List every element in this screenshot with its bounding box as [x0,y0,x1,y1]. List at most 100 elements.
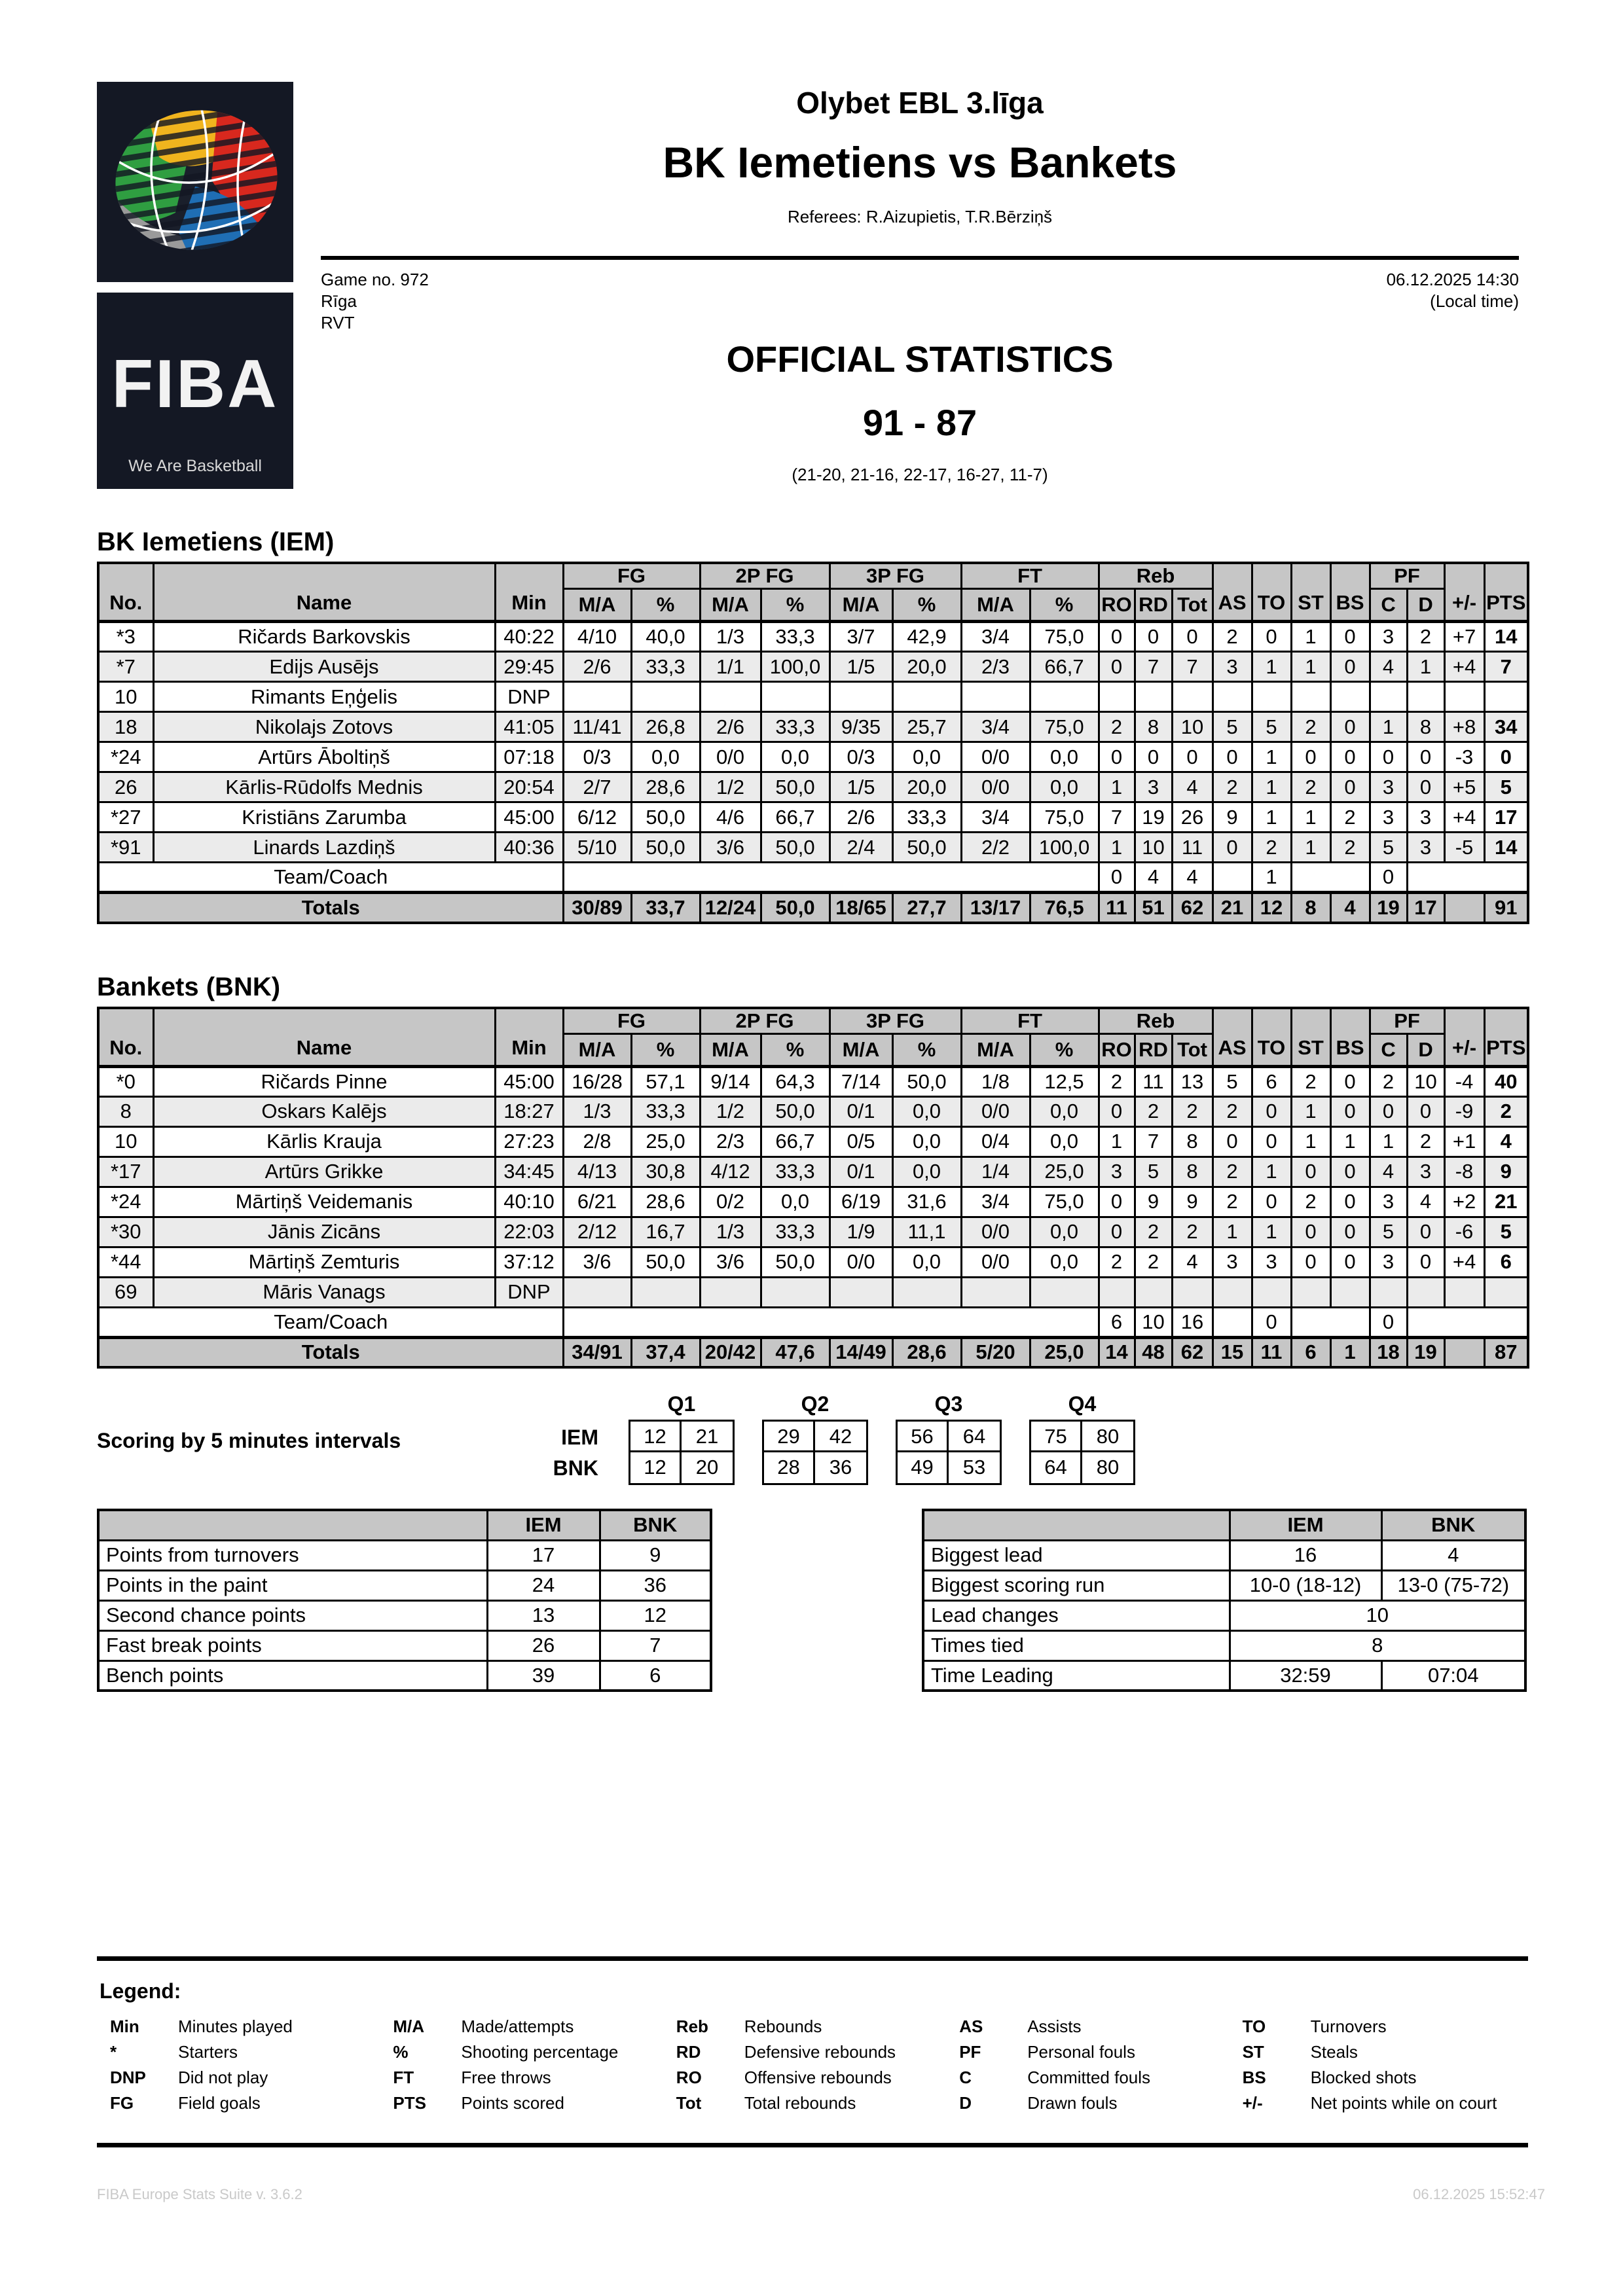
referees-line: Referees: R.Aizupietis, T.R.Bērziņš [787,207,1053,226]
stat-fg-pct: 28,6 [630,1185,701,1218]
stat-3p-ma: 0/0 [828,1246,894,1278]
col-header-min: Min [494,1007,564,1068]
legend-item: AS Assists [959,2017,1242,2036]
stat-ro: 7 [1097,801,1136,833]
biggest-lead-iem: 16 [1228,1539,1383,1571]
legend-item: ST Steals [1243,2042,1525,2062]
stat-pts: 5 [1483,771,1529,803]
stat-as: 2 [1211,1185,1253,1218]
stat-c [1368,1276,1408,1308]
stat-ft-pct: 100,0 [1029,831,1100,863]
legend-term: C [959,2068,972,2087]
stat-3p-ma: 1/5 [828,771,894,803]
group-header-2pfg: 2P FG [699,562,831,590]
totals-fg-pct: 33,7 [630,891,701,924]
totals-st: 8 [1290,891,1332,924]
player-number: *44 [97,1246,155,1278]
totals-as: 15 [1211,1335,1253,1369]
stat-2p-ma: 1/2 [699,771,762,803]
stat-to [1250,1276,1292,1308]
stat-as: 2 [1211,1155,1253,1188]
team-tail-empty [1406,861,1529,893]
biggest-lead-bnk: 4 [1380,1539,1527,1571]
stat-3p-ma [828,681,894,713]
stat-2p-ma: 4/12 [699,1155,762,1188]
bnk-interval-score: 53 [949,1452,1000,1483]
stat-pts: 21 [1483,1185,1529,1218]
stat-3p-pct: 50,0 [891,831,962,863]
stat-st: 1 [1290,620,1332,653]
stat-c: 1 [1368,711,1408,743]
team-stbs-empty [1290,861,1371,893]
totals-st: 6 [1290,1335,1332,1369]
stat-ft-ma: 0/0 [960,1246,1031,1278]
stat-c: 5 [1368,831,1408,863]
legend-description: Drawn fouls [1027,2093,1118,2113]
player-row: *0 Ričards Pinne 45:00 16/28 57,1 9/14 6… [97,1065,1529,1098]
stat-ft-pct: 0,0 [1029,771,1100,803]
player-minutes: 29:45 [494,651,564,683]
stat-rd: 5 [1133,1155,1173,1188]
stat-ro: 0 [1097,1215,1136,1248]
summary-header-row: IEM BNK [922,1509,1527,1541]
stat-to: 0 [1250,1125,1292,1158]
stat-to: 6 [1250,1065,1292,1098]
stat-st: 0 [1290,1215,1332,1248]
stat-fg-pct: 0,0 [630,741,701,773]
stat-st: 0 [1290,1155,1332,1188]
stat-2p-pct [759,1276,831,1308]
stat-fg-ma: 11/41 [562,711,632,743]
player-name: Māris Vanags [152,1276,496,1308]
summary-row-label: Bench points [97,1659,488,1692]
stat-ft-ma: 0/0 [960,1215,1031,1248]
col-header-tot: Tot [1171,588,1214,623]
col-header-fg-pct: % [630,1032,701,1068]
totals-ft-ma: 5/20 [960,1335,1031,1369]
summary-row: Bench points 39 6 [97,1659,712,1692]
team-stbs-empty [1290,1306,1371,1338]
stat-2p-pct: 66,7 [759,801,831,833]
stat-plusminus: +5 [1443,771,1486,803]
stat-pts: 34 [1483,711,1529,743]
group-header-reb: Reb [1097,562,1214,590]
legend-term: * [110,2042,117,2062]
stat-ro: 2 [1097,1246,1136,1278]
legend-item: DNP Did not play [110,2068,393,2087]
totals-to: 11 [1250,1335,1292,1369]
stat-c: 1 [1368,1125,1408,1158]
stat-2p-pct: 50,0 [759,1246,831,1278]
stat-pts: 14 [1483,620,1529,653]
time-leading-row: Time Leading 32:59 07:04 [922,1659,1527,1692]
stat-as: 3 [1211,1246,1253,1278]
group-header-fg: FG [562,1007,701,1035]
stat-ft-ma: 0/0 [960,771,1031,803]
stat-3p-ma: 0/5 [828,1125,894,1158]
stat-fg-ma: 2/12 [562,1215,632,1248]
stat-c: 5 [1368,1215,1408,1248]
team-ro: 6 [1097,1306,1136,1338]
player-name: Mārtiņš Veidemanis [152,1185,496,1218]
stat-as: 5 [1211,711,1253,743]
team-to: 0 [1250,1306,1292,1338]
stat-bs [1329,1276,1371,1308]
bnk-interval-score: 80 [1082,1452,1133,1483]
stat-2p-pct: 33,3 [759,1155,831,1188]
bnk-interval-score: 49 [898,1452,949,1483]
stat-st: 2 [1290,711,1332,743]
player-row: *24 Artūrs Āboltiņš 07:18 0/3 0,0 0/0 0,… [97,741,1529,773]
player-number: *30 [97,1215,155,1248]
team-title-bnk: Bankets (BNK) [97,972,281,1001]
stat-as: 0 [1211,741,1253,773]
col-header-name: Name [152,562,496,623]
col-header-fg-pct: % [630,588,701,623]
legend-description: Minutes played [178,2017,293,2036]
points-summary-table: IEM BNK Points from turnovers 17 9 [97,1509,712,1692]
player-number: 10 [97,1125,155,1158]
player-minutes: 34:45 [494,1155,564,1188]
totals-c: 18 [1368,1335,1408,1369]
stat-ft-ma: 0/0 [960,1095,1031,1128]
player-name: Kristiāns Zarumba [152,801,496,833]
stat-tot: 11 [1171,831,1214,863]
legend-description: Steals [1310,2042,1358,2062]
stat-fg-pct: 25,0 [630,1125,701,1158]
